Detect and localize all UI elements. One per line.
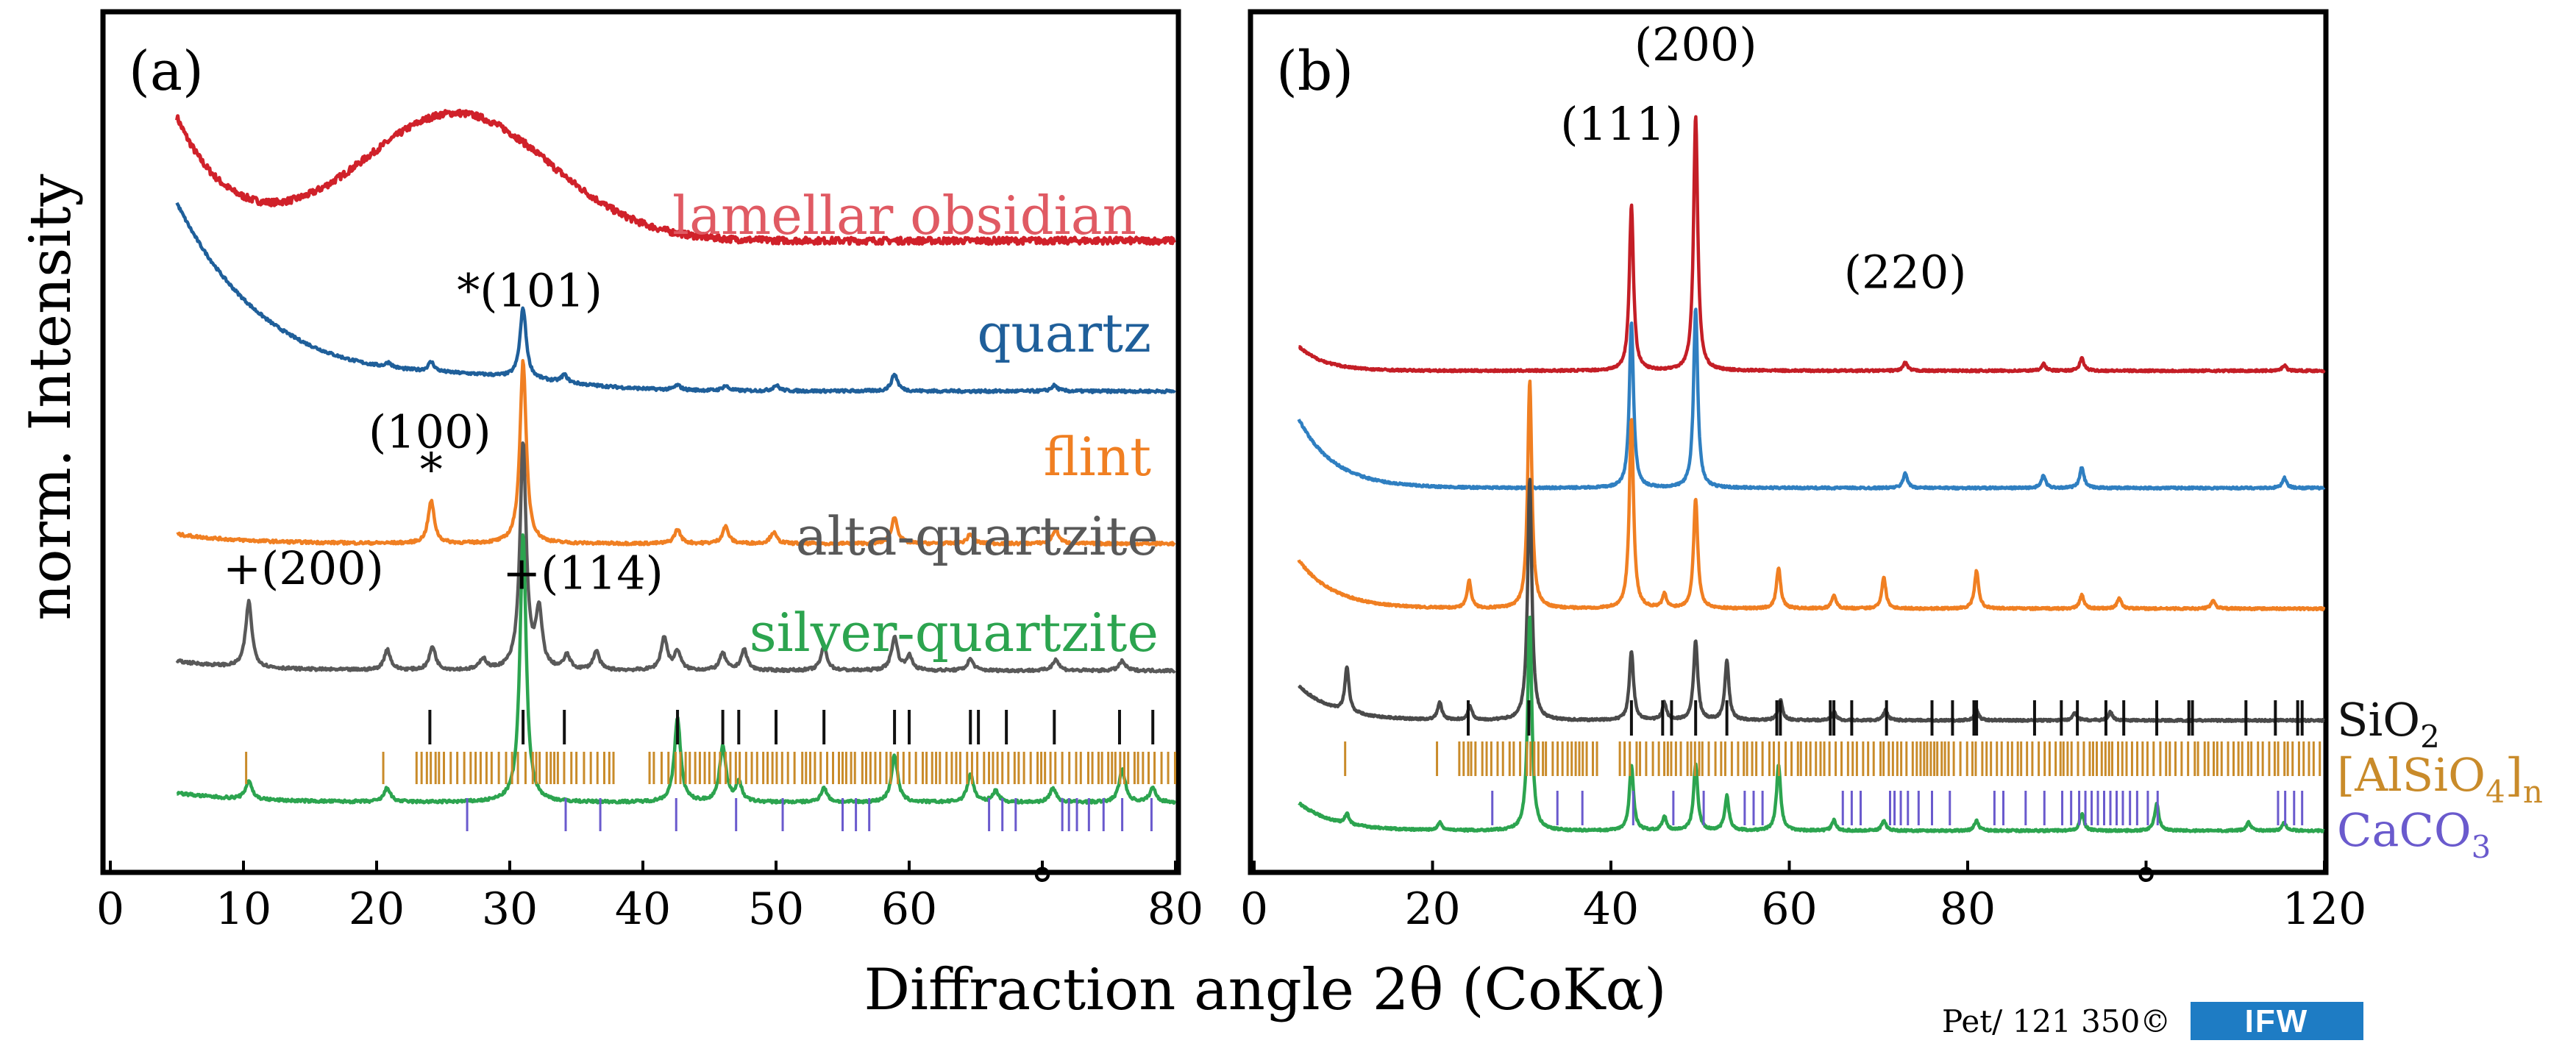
panel-b-x-axis: 0 20 40 60 80 ° 120 bbox=[1240, 858, 2366, 935]
series-line-flint-b bbox=[1297, 379, 2326, 612]
ifw-logo-box bbox=[2191, 1002, 2363, 1040]
series-line-flint bbox=[176, 359, 1176, 547]
x-tick-label: 80 bbox=[1148, 883, 1203, 935]
x-tick-label: 40 bbox=[1583, 883, 1639, 935]
series-line-silver-b bbox=[1298, 615, 2326, 833]
panel-a-series-labels: lamellar obsidian quartz flint alta-quartzi… bbox=[672, 185, 1159, 663]
panel-a-frame bbox=[100, 9, 1181, 875]
series-label: flint bbox=[1044, 426, 1151, 488]
series-line-quartz-b bbox=[1297, 307, 2326, 491]
panel-a-series bbox=[175, 108, 1177, 805]
x-tick-label: 20 bbox=[1404, 883, 1460, 935]
peak-annotation: *(101) bbox=[457, 264, 602, 318]
series-line-alta-quartzite bbox=[175, 441, 1176, 674]
series-label: quartz bbox=[977, 302, 1151, 364]
panel-b-label: (b) bbox=[1276, 40, 1353, 103]
panel-b-annotations: (200) (111) (220) bbox=[1560, 18, 1966, 299]
x-tick-label: 0 bbox=[1240, 883, 1268, 935]
panel-b-series bbox=[1297, 115, 2326, 833]
panel-b-reference-ticks bbox=[1344, 700, 2321, 825]
series-line-obsidian-b bbox=[1298, 115, 2326, 374]
panel-a-x-axis: 0 10 20 30 40 50 60 ° 80 bbox=[96, 858, 1203, 935]
legend-entry: CaCO3 bbox=[2337, 803, 2491, 865]
ifw-logo-text: IFW bbox=[2245, 1003, 2309, 1039]
footer-credit: Pet/ 121 350© bbox=[1942, 1003, 2171, 1039]
x-tick-label: 40 bbox=[615, 883, 671, 935]
x-tick-label: ° bbox=[1031, 858, 1055, 915]
panel-a-label: (a) bbox=[129, 40, 204, 103]
x-axis-title: Diffraction angle 2θ (CoKα) bbox=[864, 957, 1666, 1023]
x-tick-label: 60 bbox=[881, 883, 937, 935]
peak-annotation: (100) bbox=[369, 405, 491, 459]
panel-a-reference-ticks bbox=[245, 710, 1176, 831]
legend-entry: SiO2 bbox=[2337, 693, 2440, 755]
x-tick-label: 0 bbox=[96, 883, 124, 935]
x-tick-label: 30 bbox=[482, 883, 538, 935]
x-tick-label: 10 bbox=[216, 883, 271, 935]
y-axis-title: norm. Intensity bbox=[18, 174, 84, 620]
x-tick-label: 120 bbox=[2283, 883, 2367, 935]
series-line-lamellar-obsidian bbox=[175, 108, 1176, 246]
x-tick-label: ° bbox=[2134, 858, 2158, 915]
peak-annotation: (220) bbox=[1844, 246, 1967, 299]
series-label: silver-quartzite bbox=[750, 602, 1159, 663]
panel-a-annotations: *(101) (100)* +(200) +(114) bbox=[223, 264, 663, 600]
series-line-silver-quartzite bbox=[176, 533, 1177, 805]
peak-annotation: (200) bbox=[1634, 18, 1757, 71]
panel-a: (a) lamellar obsidian quartz flint alta-qua… bbox=[96, 9, 1203, 935]
legend-entry: [AlSiO4]n bbox=[2337, 748, 2543, 810]
peak-annotation: (111) bbox=[1560, 97, 1683, 151]
series-line-quartz bbox=[175, 202, 1176, 394]
peak-annotation: * bbox=[420, 443, 443, 497]
series-label: alta-quartzite bbox=[796, 505, 1159, 567]
x-tick-label: 80 bbox=[1940, 883, 1996, 935]
x-tick-label: 20 bbox=[349, 883, 405, 935]
series-label: lamellar obsidian bbox=[672, 185, 1136, 246]
peak-annotation: +(114) bbox=[502, 546, 663, 600]
peak-annotation: +(200) bbox=[223, 541, 384, 595]
x-tick-label: 50 bbox=[748, 883, 804, 935]
panel-b: (b) (200) (111) (220) 0 20 40 60 80 ° 120 SiO2[A… bbox=[1240, 9, 2543, 935]
x-tick-label: 60 bbox=[1761, 883, 1817, 935]
